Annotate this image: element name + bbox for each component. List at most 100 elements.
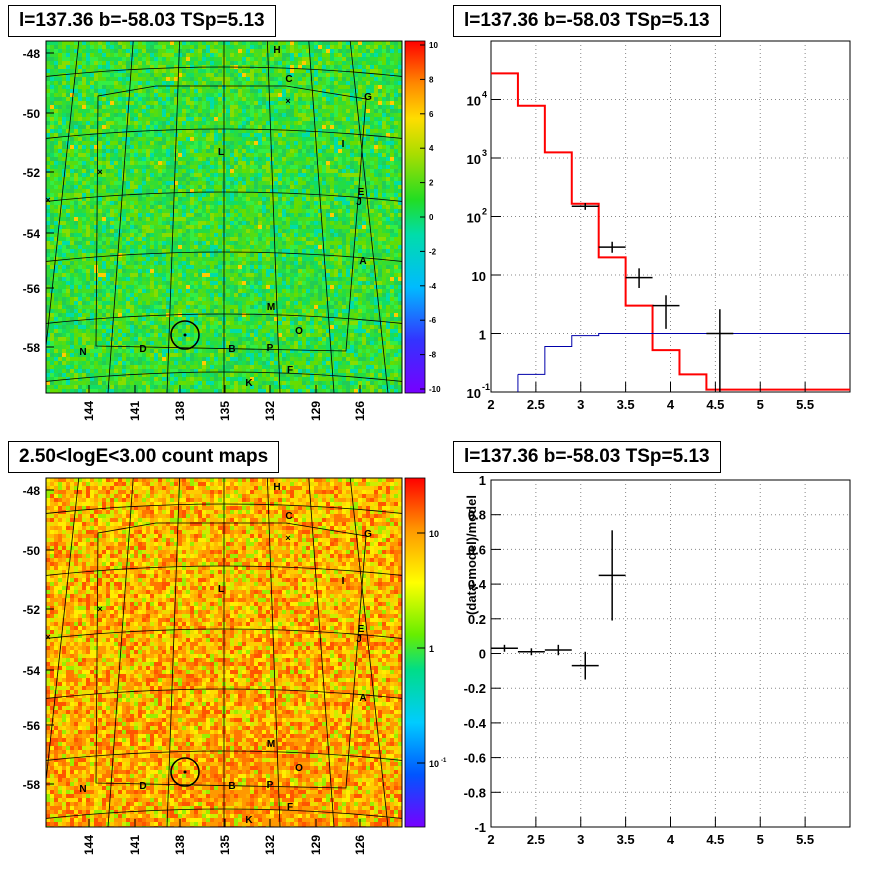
map-x-tick: 141 <box>128 835 142 855</box>
longitude-line <box>308 41 335 393</box>
colorbar-tick: 2 <box>429 179 434 188</box>
residual-map-title: l=137.36 b=-58.03 TSp=5.13 <box>8 5 276 37</box>
source-label-n: N <box>79 347 86 358</box>
ratio-point <box>544 644 572 656</box>
residual-grid <box>46 41 402 393</box>
count-map-title: 2.50<logE<3.00 count maps <box>8 441 280 473</box>
source-label-i: I <box>342 576 345 587</box>
source-label-a: A <box>359 693 366 704</box>
source-cross: × <box>45 195 50 205</box>
map-x-tick: 135 <box>218 835 232 855</box>
source-label-g: G <box>364 529 372 540</box>
longitude-line <box>107 478 134 827</box>
colorbar-tick: -4 <box>429 282 437 291</box>
ratio-y-tick: -0.2 <box>464 681 486 696</box>
spectrum-x-tick: 4.5 <box>706 397 724 412</box>
map-x-tick: 129 <box>309 835 323 855</box>
ratio-x-tick: 5.5 <box>796 832 814 847</box>
source-cross: × <box>97 604 102 614</box>
ratio-y-tick: 0.4 <box>468 577 487 592</box>
ratio-y-tick: 0.8 <box>468 508 486 523</box>
count-colorbar <box>404 477 426 828</box>
spectrum-y-tick: 10 <box>467 386 481 401</box>
source-label-i: I <box>342 139 345 150</box>
ratio-y-tick: -0.6 <box>464 751 486 766</box>
source-label-k: K <box>245 378 253 389</box>
source-cross: × <box>45 632 50 642</box>
spectrum-y-tick: 10 <box>467 152 481 167</box>
residual-heatmap: × × × H C G I L EJ A M O N D B P F K <box>45 41 402 393</box>
source-cross: × <box>97 167 102 177</box>
ratio-x-tick: 3 <box>577 832 584 847</box>
source-label-b: B <box>228 344 235 355</box>
spectrum-x-tick: 3.5 <box>617 397 635 412</box>
map-x-tick: 144 <box>82 835 96 855</box>
ratio-x-tick: 5 <box>757 832 764 847</box>
model-total-line <box>491 72 850 391</box>
data-point <box>652 295 680 329</box>
roi-boundary <box>95 522 367 789</box>
source-label-e: E <box>358 624 365 635</box>
source-center <box>183 333 187 337</box>
source-label-g: G <box>364 92 372 103</box>
colorbar-tick: -10 <box>429 385 441 394</box>
ratio-title: l=137.36 b=-58.03 TSp=5.13 <box>453 441 721 473</box>
source-label-m: M <box>267 739 275 750</box>
source-label-f: F <box>287 365 293 376</box>
spectrum-y-tick-exp: 3 <box>482 148 487 158</box>
ratio-y-tick: 1 <box>479 473 486 488</box>
source-cross: × <box>285 96 290 106</box>
map-x-tick: 144 <box>82 401 96 421</box>
ratio-point <box>598 530 626 621</box>
ratio-x-tick: 4.5 <box>706 832 724 847</box>
colorbar-tick: 6 <box>429 110 434 119</box>
map-y-tick: -52 <box>23 166 41 180</box>
spectrum-x-tick: 3 <box>577 397 584 412</box>
ratio-y-tick: 0 <box>479 647 486 662</box>
map-y-tick: -48 <box>23 484 41 498</box>
longitude-line <box>267 41 281 393</box>
ratio-x-tick: 2.5 <box>527 832 545 847</box>
ratio-x-tick: 3.5 <box>617 832 635 847</box>
ratio-y-tick: -1 <box>474 820 486 835</box>
count-frame <box>45 477 403 828</box>
colorbar-tick: 10 <box>429 41 438 50</box>
longitude-line <box>107 41 134 393</box>
spectrum-y-tick: 10 <box>472 269 486 284</box>
source-label-l: L <box>218 584 224 595</box>
longitude-line <box>166 41 180 393</box>
colorbar-tick: 10 <box>429 759 439 769</box>
ratio-y-tick: -0.8 <box>464 785 486 800</box>
source-label-o: O <box>295 326 303 337</box>
spectrum-y-tick-exp: 2 <box>482 207 487 217</box>
ratio-y-tick: 0.6 <box>468 542 486 557</box>
spectrum-x-tick: 2.5 <box>527 397 545 412</box>
longitude-line <box>349 478 389 827</box>
source-label-k: K <box>245 815 253 826</box>
map-x-tick: 138 <box>173 401 187 421</box>
map-x-tick: 141 <box>128 401 142 421</box>
spectrum-x-tick: 5 <box>757 397 764 412</box>
source-label-l: L <box>218 147 224 158</box>
data-point <box>706 309 734 392</box>
map-x-tick: 129 <box>309 401 323 421</box>
map-x-tick: 132 <box>263 401 277 421</box>
map-y-tick: -50 <box>23 107 41 121</box>
source-center <box>183 770 187 774</box>
spectrum-y-tick-exp: 4 <box>482 90 487 100</box>
source-label-b: B <box>228 781 235 792</box>
colorbar-tick-exp: -1 <box>441 758 447 764</box>
count-map: × × × H C G I L EJ A M O N D B P F K -48 -50 -52 -54 -56 -58 144… <box>23 477 447 855</box>
count-grid <box>46 478 402 827</box>
map-y-tick: -58 <box>23 341 41 355</box>
source-label-e: E <box>358 187 365 198</box>
map-y-tick: -50 <box>23 544 41 558</box>
colorbar-tick: -8 <box>429 351 437 360</box>
map-y-tick: -56 <box>23 719 41 733</box>
spectrum-y-tick: 10 <box>467 94 481 109</box>
colorbar-tick: 10 <box>429 529 439 539</box>
source-cross: × <box>285 533 290 543</box>
